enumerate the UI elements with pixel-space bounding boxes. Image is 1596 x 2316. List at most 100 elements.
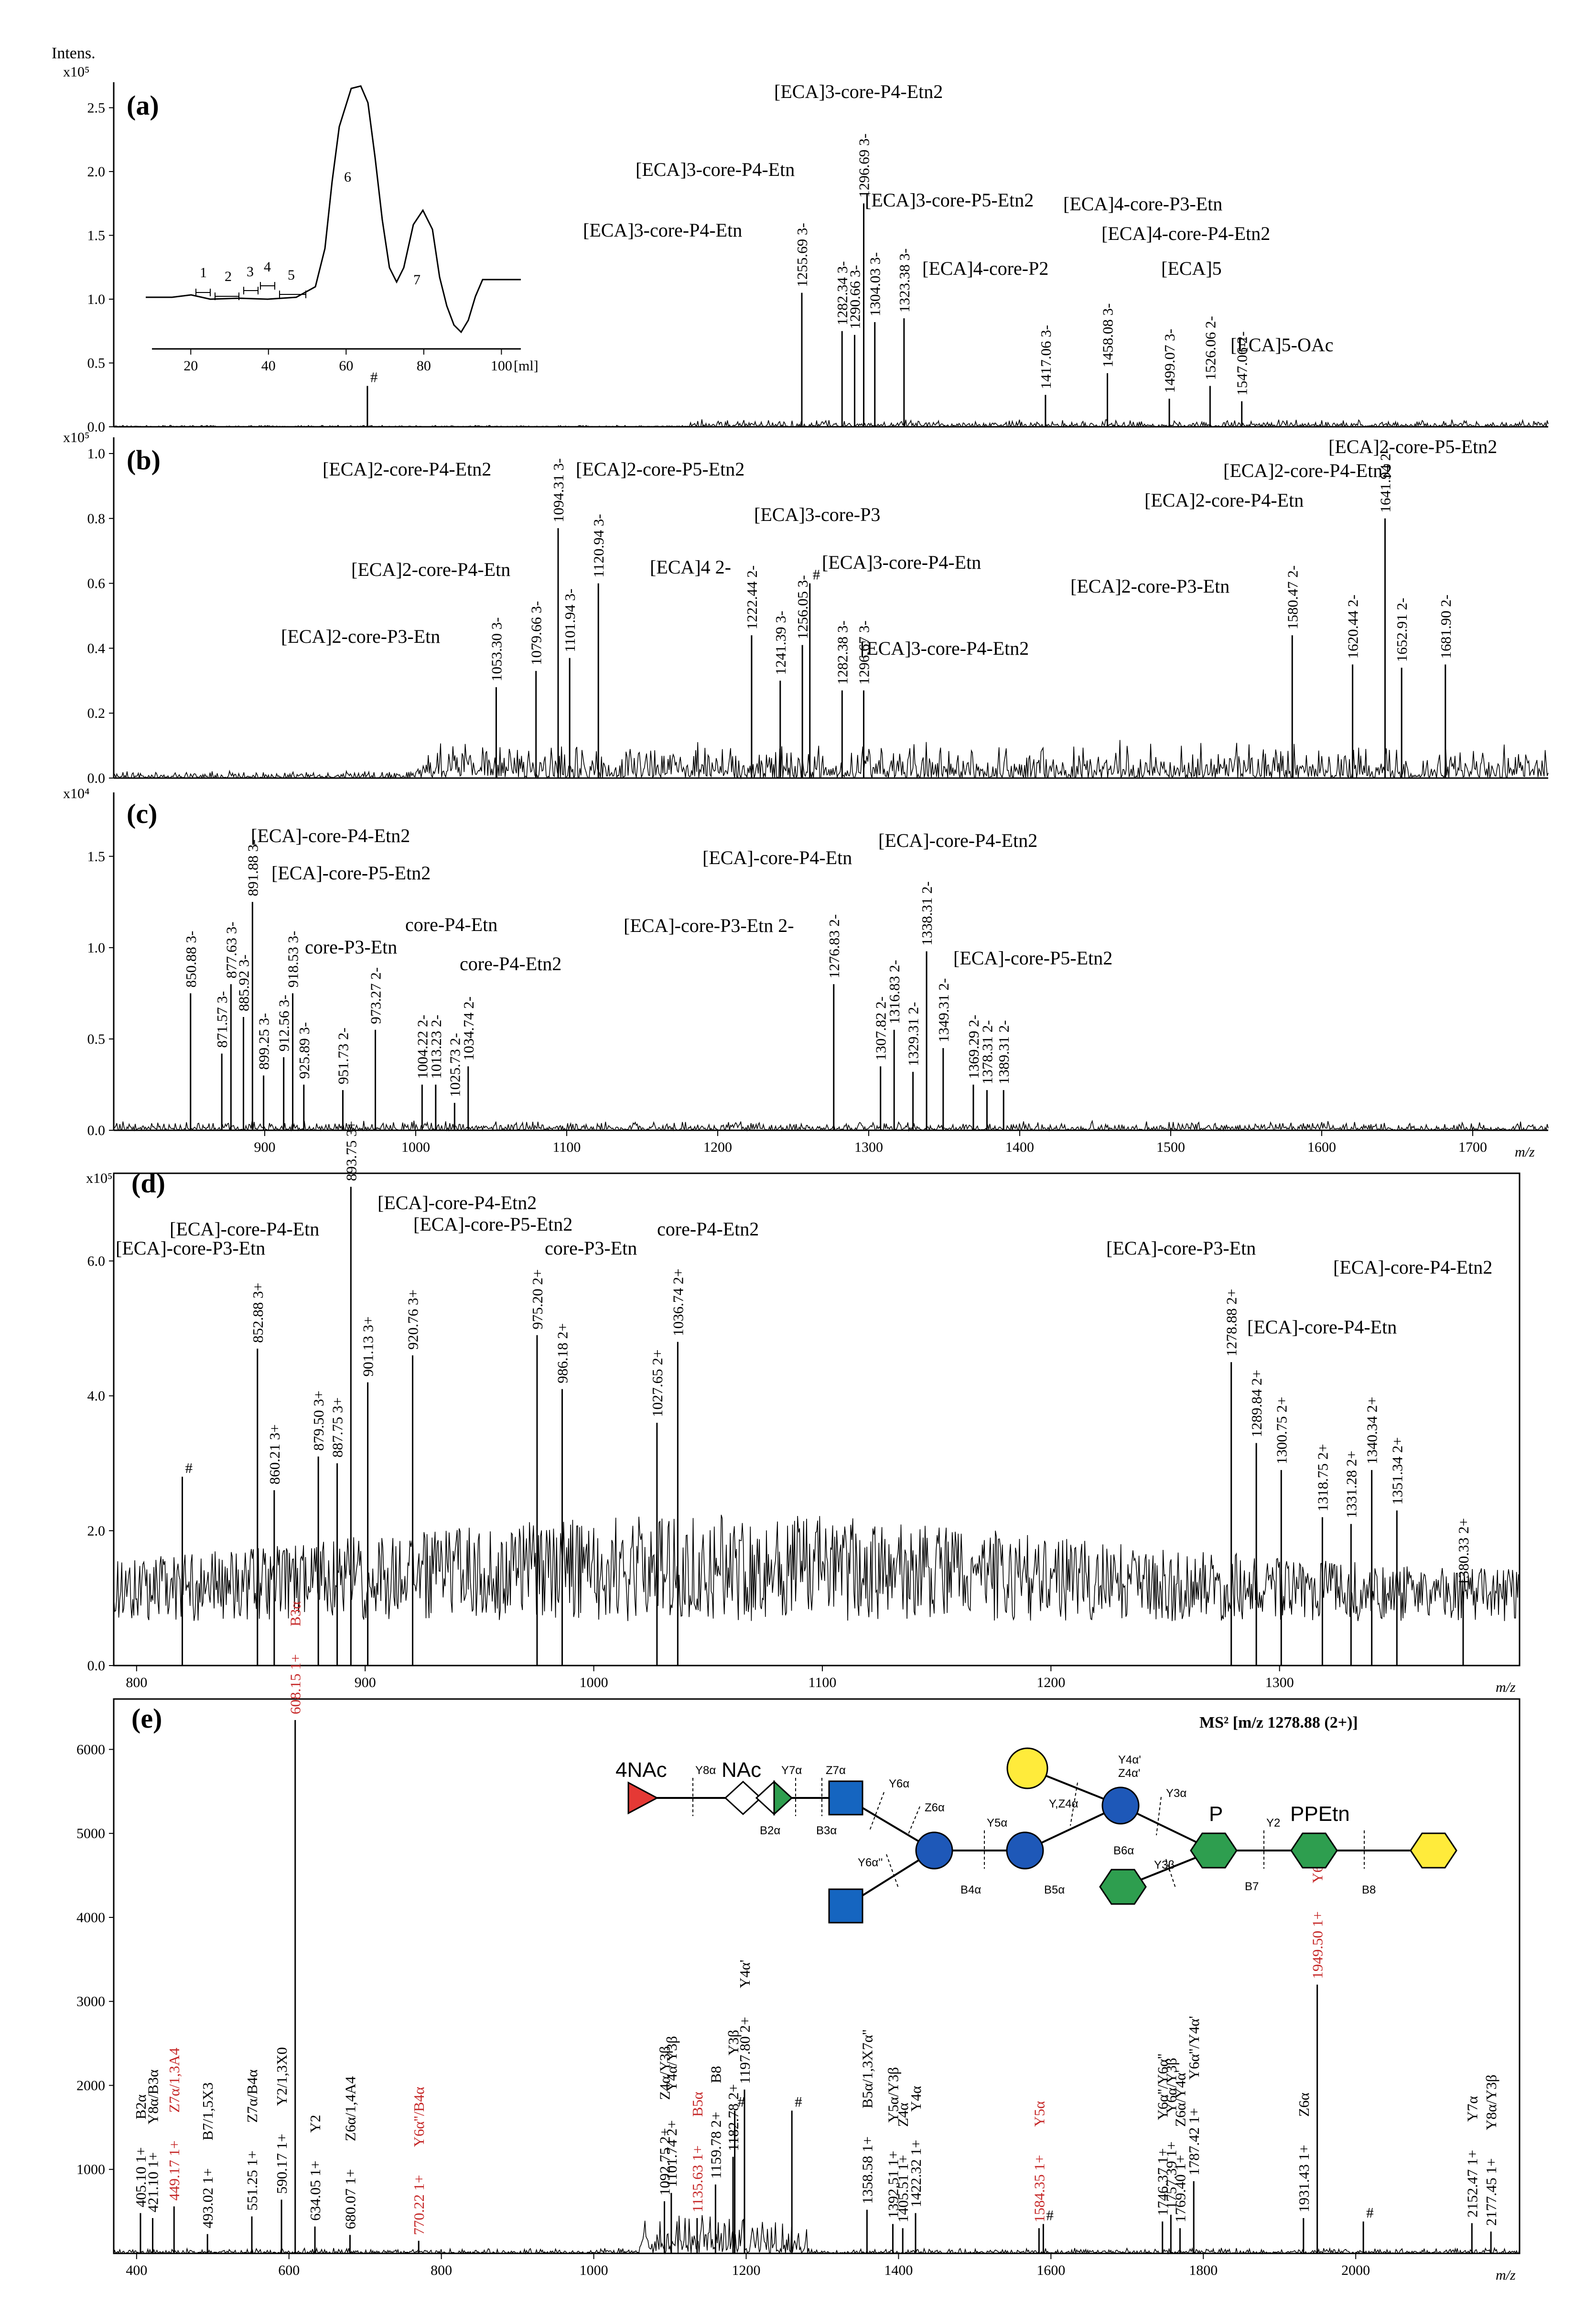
peak-label-e-12: 1135.63 1+: [689, 2145, 706, 2212]
peak-label-a-1: 1282.34 3-: [834, 261, 851, 325]
annotation-b-6: [ECA]3-core-P3: [754, 504, 880, 525]
ytick-label-a-4: 2.0: [87, 164, 106, 180]
panel-a-annotations: [ECA]3-core-P4-Etn2 [ECA]3-core-P4-Etn […: [583, 81, 1334, 356]
annotation-c-6: [ECA]-core-P4-Etn: [702, 847, 852, 868]
peak-label-c-2: 877.63 3-: [223, 921, 239, 978]
peak-label-d-17: 1351.34 2+: [1389, 1437, 1405, 1504]
ion-y6a: Y6α: [889, 1777, 909, 1790]
annotation-d-4: [ECA]-core-P5-Etn2: [413, 1213, 572, 1235]
ytick-label-d-2: 4.0: [87, 1388, 106, 1404]
peak-label-d-16: 1340.34 2+: [1364, 1396, 1380, 1464]
peak-label-d-12: 1289.84 2+: [1248, 1370, 1265, 1437]
peak-ion-e-13: B8: [707, 2066, 724, 2083]
xtick-label-c-7: 1600: [1307, 1139, 1336, 1155]
annotation-a-8: [ECA]5: [1161, 258, 1222, 279]
panel-a-axes: [113, 82, 1548, 428]
fraction-3: 3: [247, 264, 254, 280]
peak-label-c-20: 1349.31 2-: [935, 978, 952, 1042]
annotation-c-5: core-P4-Etn2: [460, 953, 561, 974]
peak-label-e-24: 1787.42 1+: [1186, 2108, 1202, 2175]
panel-c-trace: [113, 1119, 1549, 1132]
peak-label-e-32: #: [738, 2093, 745, 2110]
blue-circle-sugar-3: [1101, 1786, 1140, 1825]
annotation-b-3: [ECA]2-core-P4-Etn: [351, 559, 510, 580]
y-axis-title: Intens.: [52, 44, 96, 62]
xtick-label-d-0: 800: [126, 1675, 147, 1690]
peak-ion-e-21: Y6α''/Y6α'': [1154, 2054, 1171, 2120]
peak-label-c-7: 918.53 3-: [285, 931, 302, 988]
peak-ion-e-16: B5α/1,3X7α'': [859, 2030, 875, 2109]
peak-label-c-14: 1034.74 2-: [460, 996, 477, 1061]
peak-label-c-21: 1369.29 2-: [965, 1015, 982, 1079]
diamond-sugar: [724, 1780, 762, 1816]
ion-y3b: Y3β: [1154, 1859, 1175, 1872]
peak-label-c-10: 973.27 2-: [367, 967, 384, 1024]
panel-d-annotations: [ECA]-core-P4-Etn [ECA]-core-P3-Etn [ECA…: [116, 1192, 1492, 1338]
ion-b4a: B4α: [960, 1883, 981, 1896]
xtick-label-e-5: 1400: [884, 2262, 913, 2278]
peak-label-c-18: 1329.31 2-: [905, 1002, 922, 1066]
peak-label-c-23: 1389.31 2-: [995, 1020, 1012, 1084]
peak-ion-e-28: Y8α/Y3β: [1483, 2075, 1499, 2130]
annotation-c-8: [ECA]-core-P3-Etn 2-: [624, 915, 794, 936]
peak-label-e-22: 1757.39 1+: [1163, 2142, 1179, 2209]
panel-d-frame: [113, 1172, 1521, 1667]
peak-label-e-26: 1949.50 1+: [1309, 1911, 1326, 1979]
annotation-c-7: [ECA]-core-P4-Etn2: [878, 830, 1037, 851]
fraction-4: 4: [264, 259, 271, 275]
peak-label-d-14: 1318.75 2+: [1314, 1444, 1331, 1511]
ytick-label-b-1: 0.2: [87, 705, 106, 721]
annotation-a-6: [ECA]4-core-P4-Etn2: [1101, 223, 1270, 244]
panel-e-xticks: 400 600 800 1000 1200 1400 1600 1800 2000: [126, 2253, 1370, 2278]
annotation-d-3: [ECA]-core-P4-Etn2: [377, 1192, 537, 1213]
ion-yz4a: Y,Z4α: [1049, 1797, 1078, 1810]
struct-ppetn: PPEtn: [1290, 1802, 1350, 1826]
peak-label-e-14: 1182.78 2+: [725, 2084, 742, 2151]
panel-e: (e) MS² [m/z 1278.88 (2+)] 1000 2000 3000 4…: [76, 1602, 1521, 2283]
peak-label-a-9: 1526.06 2-: [1202, 316, 1219, 380]
annotation-a-3: [ECA]3-core-P4-Etn: [583, 219, 742, 241]
ytick-label-c-3: 1.5: [87, 849, 106, 865]
ion-z7a: Z7α: [826, 1764, 846, 1777]
peak-label-b-9: 1296.67 3-: [855, 620, 872, 684]
peak-label-e-8: 680.07 1+: [342, 2169, 358, 2229]
xtick-label-d-5: 1300: [1265, 1675, 1294, 1690]
peak-label-e-3: 493.02 1+: [199, 2168, 216, 2229]
peak-label-c-22: 1378.31 2-: [979, 1020, 995, 1084]
annotation-b-10: [ECA]2-core-P4-Etn2: [1223, 460, 1392, 481]
peak-label-e-16: 1358.58 1+: [859, 2136, 875, 2204]
panel-a-multiplier: x10⁵: [63, 64, 89, 80]
peak-label-e-31: #: [1366, 2204, 1374, 2221]
ion-b8: B8: [1362, 1883, 1376, 1896]
ion-b5a: B5α: [1044, 1883, 1065, 1896]
ytick-label-b-0: 0.0: [87, 770, 106, 786]
panel-a-label: (a): [127, 90, 159, 121]
xtick-label-c-5: 1400: [1005, 1139, 1034, 1155]
peak-ion-e-2: Z7α/1,3A4: [166, 2047, 183, 2112]
ytick-label-d-0: 0.0: [87, 1658, 106, 1674]
panel-c-multiplier: x10⁴: [63, 786, 89, 801]
panel-b: (b) x10⁵ 0.00.20.40.60.81.0 1053.30 3- 10…: [63, 430, 1549, 786]
peak-label-a-3: 1296.69 3-: [856, 133, 873, 197]
peak-label-e-15: 1197.80 2+: [736, 2017, 753, 2084]
peak-ion-e-15: Y4α': [736, 1960, 753, 1989]
panel-d: (d) x10⁵ 0.0 2.0 4.0 6.0 800 900 1000 1100 1200…: [86, 1121, 1521, 1695]
inset-tick-label-1: 40: [261, 358, 276, 374]
peak-label-a-8: 1499.07 3-: [1161, 329, 1178, 393]
panel-b-annotations: [ECA]2-core-P4-Etn2 [ECA]2-core-P5-Etn2 …: [281, 436, 1497, 659]
peak-ion-e-10: Z4α/Y3β: [656, 2046, 673, 2100]
inset-tick-label-0: 20: [183, 358, 198, 374]
peak-label-c-5: 899.25 3-: [256, 1013, 272, 1070]
peak-label-d-13: 1300.75 2+: [1273, 1396, 1290, 1464]
ytick-label-c-0: 0.0: [87, 1123, 106, 1138]
peak-label-b-11: 1620.44 2-: [1345, 595, 1361, 659]
peak-label-d-9: 1027.65 2+: [649, 1350, 666, 1417]
annotation-b-1: [ECA]2-core-P4-Etn2: [323, 458, 491, 480]
annotation-d-8: [ECA]-core-P4-Etn: [1247, 1316, 1397, 1338]
peak-label-d-15: 1331.28 2+: [1343, 1450, 1359, 1518]
peak-label-c-6: 912.56 3-: [276, 995, 292, 1051]
panel-b-axes: [113, 437, 1548, 779]
inset-trace: [146, 85, 521, 334]
ytick-label-a-2: 1.0: [87, 292, 106, 307]
